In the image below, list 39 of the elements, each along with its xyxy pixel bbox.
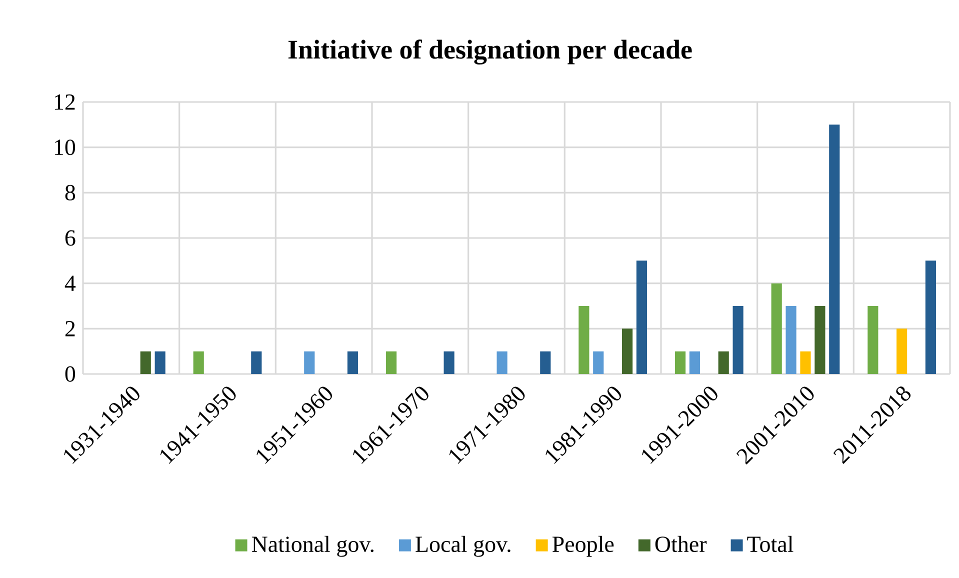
bar [771,283,782,374]
bar [251,351,262,374]
bar [193,351,204,374]
bar [896,328,908,374]
bar [925,260,936,374]
bar [868,306,878,374]
bar [140,351,151,374]
legend-label: People [552,536,614,557]
bar [814,306,826,374]
bar [386,351,397,374]
y-tick-label: 2 [65,321,75,336]
bar [347,351,358,374]
bar [540,351,551,374]
bar [689,351,700,374]
y-tick-label: 6 [65,230,76,246]
bar [732,306,744,374]
bar [304,351,315,374]
bar [636,260,648,374]
chart-title: Initiative of designation per decade [288,40,692,64]
bar [593,351,604,374]
y-tick-label: 10 [54,140,76,156]
y-tick-label: 12 [54,94,75,110]
bar [154,351,166,374]
bar [800,351,811,374]
bar [622,328,633,374]
legend-label: Other [655,536,707,552]
bar [496,351,508,374]
y-tick-label: 0 [65,366,76,382]
bar [718,351,729,374]
legend-label: National gov. [252,536,374,557]
bar [444,351,454,374]
y-tick-label: 8 [65,184,76,200]
bar [786,306,796,374]
legend-label: Local gov. [416,536,510,557]
bar [829,124,840,374]
legend-label: Total [747,536,794,552]
bar [578,306,590,374]
y-tick-label: 4 [64,276,76,291]
bar [674,351,686,374]
